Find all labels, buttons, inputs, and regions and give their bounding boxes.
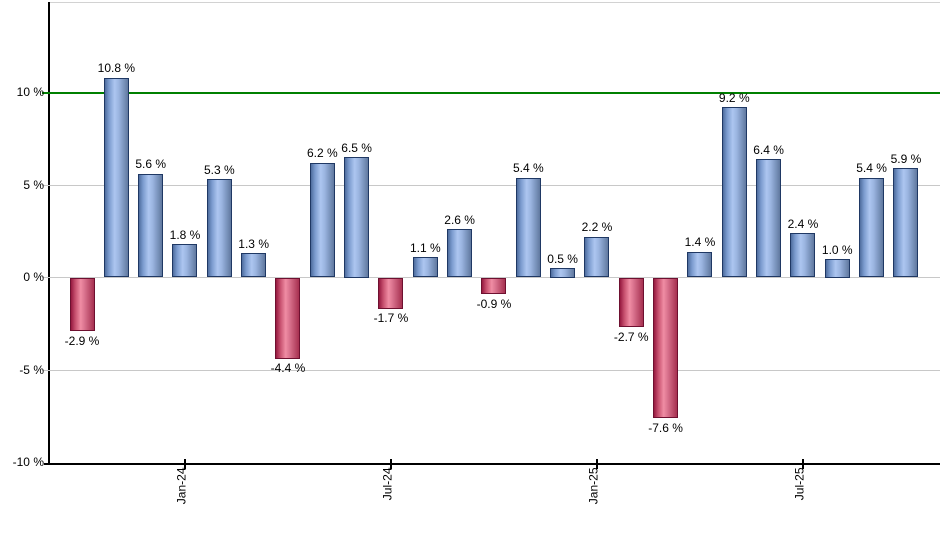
- bar-value-label: 5.6 %: [135, 157, 166, 172]
- x-tick-mark: [183, 459, 186, 469]
- bar-positive: [309, 162, 335, 278]
- bar-positive: [859, 177, 885, 278]
- bar-positive: [893, 168, 919, 278]
- bar-value-label: 1.3 %: [238, 236, 269, 251]
- bar-positive: [687, 251, 713, 278]
- gridline: [42, 370, 940, 371]
- bar-negative: [378, 277, 404, 309]
- bar-positive: [824, 259, 850, 278]
- bar-value-label: 1.1 %: [409, 240, 441, 255]
- bar-negative: [618, 277, 644, 328]
- bar-positive: [206, 179, 232, 278]
- bar-positive: [790, 233, 816, 278]
- bar-positive: [241, 253, 267, 278]
- x-tick-label: Jul-24: [380, 467, 395, 500]
- bar-negative: [275, 277, 301, 359]
- plot-top-border: [48, 2, 940, 3]
- bar-positive: [172, 244, 198, 278]
- bar-positive: [550, 268, 576, 278]
- bar-negative: [481, 277, 507, 295]
- bar-negative: [69, 277, 95, 332]
- y-axis-line: [48, 2, 50, 465]
- bar-value-label: 0.5 %: [547, 251, 578, 266]
- bar-value-label: 1.0 %: [821, 242, 853, 257]
- bar-value-label: 6.4 %: [753, 142, 784, 157]
- bar-value-label: 5.3 %: [203, 162, 235, 177]
- bar-value-label: 2.2 %: [581, 220, 613, 235]
- bar-positive: [756, 159, 782, 278]
- x-tick-mark: [389, 459, 392, 469]
- bar-value-label: 6.2 %: [306, 146, 338, 161]
- bar-positive: [103, 77, 129, 278]
- bar-value-label: 10.8 %: [97, 61, 135, 76]
- bar-positive: [412, 257, 438, 278]
- bar-value-label: 5.4 %: [512, 161, 544, 176]
- x-tick-label: Jul-25: [792, 467, 807, 500]
- bar-positive: [515, 177, 541, 278]
- x-axis-line: [44, 463, 940, 465]
- bar-positive: [344, 157, 370, 278]
- x-tick-mark: [595, 459, 598, 469]
- bar-negative: [653, 277, 679, 419]
- bar-positive: [447, 229, 473, 278]
- bar-value-label: -4.4 %: [270, 361, 306, 376]
- y-tick-label: 10 %: [16, 85, 44, 99]
- x-tick-label: Jan-25: [586, 467, 601, 504]
- bar-value-label: -0.9 %: [476, 296, 512, 311]
- bar-value-label: -2.7 %: [613, 329, 649, 344]
- bar-positive: [584, 236, 610, 278]
- y-tick-label: 5 %: [23, 177, 44, 192]
- y-tick-label: -5 %: [19, 362, 44, 377]
- bar-value-label: -7.6 %: [648, 420, 683, 435]
- bar-value-label: 9.2 %: [718, 90, 750, 105]
- bar-value-label: 5.9 %: [890, 151, 922, 166]
- bar-value-label: -1.7 %: [373, 311, 409, 326]
- bar-positive: [721, 107, 747, 278]
- x-tick-mark: [801, 459, 804, 469]
- bar-value-label: 6.5 %: [341, 140, 372, 155]
- reference-line-10pct: [42, 91, 940, 94]
- bar-value-label: 2.4 %: [787, 216, 819, 231]
- bar-positive: [138, 173, 164, 278]
- bar-value-label: 2.6 %: [444, 212, 475, 227]
- bar-value-label: 5.4 %: [856, 161, 887, 176]
- y-tick-label: -10 %: [12, 455, 44, 469]
- bar-value-label: 1.4 %: [684, 235, 716, 250]
- gridline: [42, 185, 940, 186]
- bar-value-label: 1.8 %: [169, 227, 201, 242]
- x-tick-label: Jan-24: [174, 467, 189, 504]
- y-tick-label: 0 %: [23, 270, 44, 284]
- bar-value-label: -2.9 %: [64, 333, 100, 348]
